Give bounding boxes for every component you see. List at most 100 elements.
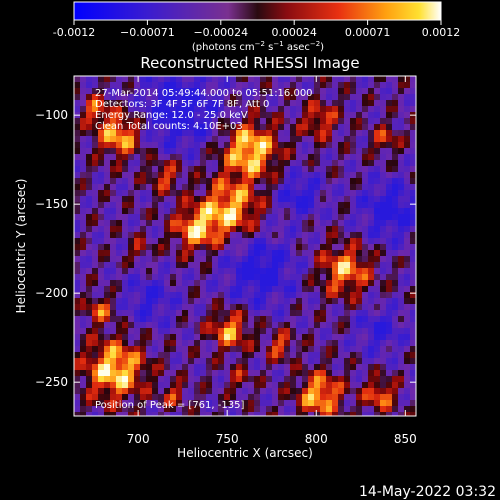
heatmap-cell — [200, 340, 206, 346]
heatmap-cell — [380, 406, 386, 412]
heatmap-cell — [404, 334, 410, 340]
heatmap-cell — [332, 292, 338, 298]
heatmap-cell — [158, 232, 164, 238]
heatmap-cell — [98, 148, 104, 154]
heatmap-cell — [302, 190, 308, 196]
heatmap-cell — [92, 244, 98, 250]
heatmap-cell — [140, 316, 146, 322]
heatmap-cell — [350, 352, 356, 358]
heatmap-cell — [380, 352, 386, 358]
heatmap-cell — [410, 238, 416, 244]
heatmap-cell — [272, 136, 278, 142]
heatmap-cell — [314, 340, 320, 346]
heatmap-cell — [230, 172, 236, 178]
heatmap-cell — [344, 106, 350, 112]
heatmap-cell — [356, 148, 362, 154]
heatmap-cell — [140, 94, 146, 100]
heatmap-cell — [164, 190, 170, 196]
heatmap-cell — [236, 154, 242, 160]
heatmap-cell — [308, 232, 314, 238]
heatmap-cell — [194, 340, 200, 346]
heatmap-cell — [410, 352, 416, 358]
heatmap-cell — [146, 400, 152, 406]
heatmap-cell — [374, 124, 380, 130]
heatmap-cell — [122, 148, 128, 154]
heatmap-cell — [170, 196, 176, 202]
heatmap-cell — [332, 130, 338, 136]
heatmap-cell — [398, 292, 404, 298]
heatmap-cell — [176, 244, 182, 250]
heatmap-cell — [86, 124, 92, 130]
heatmap-cell — [242, 274, 248, 280]
heatmap-cell — [212, 358, 218, 364]
heatmap-cell — [200, 160, 206, 166]
heatmap-cell — [308, 226, 314, 232]
heatmap-cell — [278, 166, 284, 172]
heatmap-cell — [158, 172, 164, 178]
heatmap-cell — [290, 232, 296, 238]
heatmap-cell — [392, 310, 398, 316]
heatmap-cell — [80, 244, 86, 250]
heatmap-cell — [284, 322, 290, 328]
heatmap-cell — [404, 142, 410, 148]
heatmap-cell — [104, 358, 110, 364]
heatmap-cell — [242, 184, 248, 190]
heatmap-cell — [146, 124, 152, 130]
heatmap-cell — [86, 154, 92, 160]
heatmap-cell — [230, 202, 236, 208]
heatmap-cell — [176, 328, 182, 334]
heatmap-cell — [314, 160, 320, 166]
colorbar-label: (photons cm−2 s−1 asec−2) — [192, 40, 324, 53]
heatmap-cell — [218, 226, 224, 232]
heatmap-cell — [206, 304, 212, 310]
heatmap-cell — [302, 280, 308, 286]
heatmap-cell — [200, 178, 206, 184]
heatmap-cell — [122, 394, 128, 400]
heatmap-cell — [332, 262, 338, 268]
heatmap-cell — [182, 160, 188, 166]
heatmap-cell — [278, 118, 284, 124]
heatmap-cell — [308, 394, 314, 400]
heatmap-cell — [368, 154, 374, 160]
heatmap-cell — [326, 400, 332, 406]
heatmap-cell — [170, 112, 176, 118]
heatmap-cell — [344, 328, 350, 334]
heatmap-cell — [110, 262, 116, 268]
heatmap-cell — [104, 208, 110, 214]
heatmap-cell — [128, 190, 134, 196]
heatmap-cell — [140, 370, 146, 376]
heatmap-cell — [350, 340, 356, 346]
heatmap-cell — [254, 166, 260, 172]
heatmap-cell — [308, 100, 314, 106]
heatmap-cell — [206, 274, 212, 280]
heatmap-cell — [188, 226, 194, 232]
heatmap-cell — [332, 250, 338, 256]
heatmap-cell — [380, 388, 386, 394]
heatmap-cell — [266, 238, 272, 244]
heatmap-cell — [74, 268, 80, 274]
heatmap-cell — [272, 196, 278, 202]
heatmap-cell — [284, 106, 290, 112]
heatmap-cell — [248, 166, 254, 172]
heatmap-cell — [158, 82, 164, 88]
heatmap-cell — [116, 322, 122, 328]
heatmap-cell — [254, 160, 260, 166]
heatmap-cell — [218, 106, 224, 112]
heatmap-cell — [314, 190, 320, 196]
heatmap-cell — [284, 280, 290, 286]
heatmap-cell — [254, 118, 260, 124]
heatmap-cell — [140, 118, 146, 124]
heatmap-cell — [152, 280, 158, 286]
heatmap-cell — [116, 244, 122, 250]
heatmap-cell — [140, 196, 146, 202]
heatmap-cell — [92, 208, 98, 214]
heatmap-cell — [146, 268, 152, 274]
heatmap-cell — [164, 412, 170, 416]
heatmap-cell — [164, 334, 170, 340]
heatmap-cell — [170, 268, 176, 274]
heatmap-cell — [218, 292, 224, 298]
heatmap-cell — [242, 214, 248, 220]
heatmap-cell — [146, 142, 152, 148]
heatmap-cell — [272, 406, 278, 412]
heatmap-cell — [110, 148, 116, 154]
